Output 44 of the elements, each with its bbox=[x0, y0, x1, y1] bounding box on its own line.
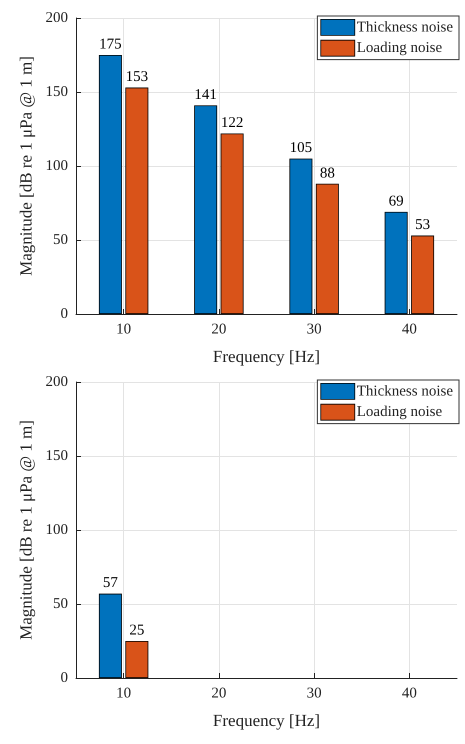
data-label: 175 bbox=[99, 36, 122, 52]
legend-label: Loading noise bbox=[356, 404, 443, 420]
bar bbox=[194, 105, 218, 314]
data-label: 88 bbox=[320, 165, 335, 182]
y-tick-label: 50 bbox=[53, 232, 68, 248]
bar bbox=[220, 133, 244, 314]
y-tick-label: 200 bbox=[46, 374, 68, 390]
data-label: 122 bbox=[220, 114, 244, 131]
bar bbox=[125, 88, 148, 314]
x-axis-title: Frequency [Hz] bbox=[212, 347, 320, 366]
bar bbox=[411, 236, 434, 314]
legend-label: Thickness noise bbox=[356, 383, 454, 400]
data-label: 105 bbox=[290, 140, 312, 156]
y-tick-label: 150 bbox=[46, 448, 68, 464]
data-label: 53 bbox=[415, 217, 430, 234]
bar bbox=[98, 55, 122, 314]
legend-label: Loading noise bbox=[356, 40, 443, 56]
data-label: 25 bbox=[129, 622, 144, 638]
x-tick-label: 40 bbox=[402, 686, 417, 702]
x-tick-label: 20 bbox=[211, 686, 226, 702]
y-axis-title: Magnitude [dB re 1 μPa @ 1 m] bbox=[16, 420, 36, 640]
bar bbox=[289, 158, 312, 314]
x-tick-label: 30 bbox=[306, 686, 322, 702]
y-tick-label: 100 bbox=[46, 158, 68, 174]
x-tick-label: 40 bbox=[402, 322, 417, 338]
y-axis-title: Magnitude [dB re 1 μPa @ 1 m] bbox=[16, 56, 36, 276]
data-label: 141 bbox=[194, 86, 217, 103]
y-tick-label: 0 bbox=[60, 670, 68, 686]
y-tick-label: 0 bbox=[60, 306, 68, 322]
y-tick-label: 200 bbox=[46, 10, 68, 26]
y-tick-label: 100 bbox=[46, 522, 68, 538]
bar bbox=[316, 184, 339, 314]
data-label: 57 bbox=[102, 575, 118, 592]
data-label: 153 bbox=[126, 69, 148, 86]
x-tick-label: 20 bbox=[211, 322, 226, 338]
x-axis-title: Frequency [Hz] bbox=[212, 711, 320, 730]
x-tick-label: 30 bbox=[306, 322, 322, 338]
x-tick-label: 10 bbox=[116, 686, 132, 702]
legend-label: Thickness noise bbox=[356, 19, 454, 36]
y-tick-label: 50 bbox=[53, 596, 68, 612]
data-label: 69 bbox=[388, 193, 404, 210]
y-tick-label: 150 bbox=[46, 84, 68, 100]
x-tick-label: 10 bbox=[116, 322, 132, 338]
bar bbox=[384, 212, 408, 314]
